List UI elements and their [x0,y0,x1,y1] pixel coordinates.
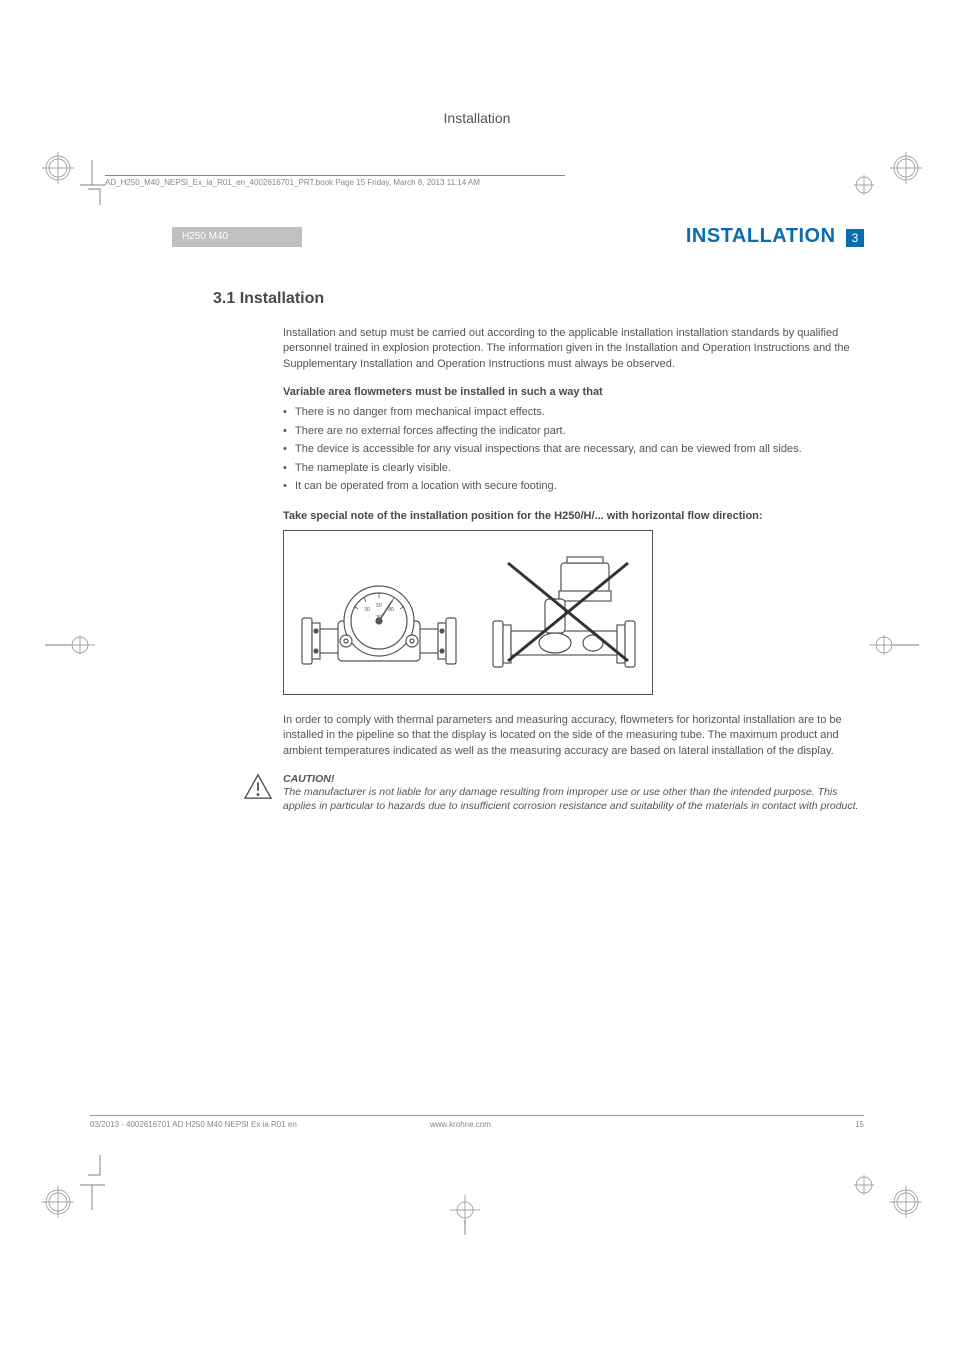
section-heading: 3.1 Installation [213,290,865,308]
crop-mark-mr [869,625,919,665]
list-item: The device is accessible for any visual … [283,441,865,458]
chapter-title-text: INSTALLATION [686,225,836,247]
para-2: In order to comply with thermal paramete… [283,713,865,759]
bullet-list: There is no danger from mechanical impac… [283,404,865,495]
svg-text:80: 80 [388,607,394,613]
crop-mark-br [854,1150,924,1220]
prt-book-line: AD_H250_M40_NEPSI_Ex_ia_R01_en_400261670… [105,175,565,187]
caution-label: CAUTION! [283,773,865,785]
subhead-1: Variable area flowmeters must be install… [283,386,865,398]
page-title: Installation [0,110,954,126]
list-item: The nameplate is clearly visible. [283,460,865,477]
chapter-number: 3 [846,229,864,247]
crop-mark-bm [440,1195,490,1235]
caution-body: The manufacturer is not liable for any d… [283,785,865,813]
subhead-2: Take special note of the installation po… [283,509,865,524]
list-item: There are no external forces affecting t… [283,423,865,440]
list-item: It can be operated from a location with … [283,478,865,495]
flowmeter-correct-icon: 50 30 80 30 [294,543,464,683]
intro-paragraph: Installation and setup must be carried o… [283,326,865,372]
footer-doc-id: 03/2013 - 4002616701 AD H250 M40 NEPSI E… [90,1120,430,1129]
chapter-title: INSTALLATION 3 [686,225,864,248]
installation-figure: 50 30 80 30 [283,530,653,695]
list-item: There is no danger from mechanical impac… [283,404,865,421]
svg-text:50: 50 [376,603,382,609]
crop-mark-ml [45,625,95,665]
flowmeter-wrong-icon [483,543,643,683]
model-badge: H250 M40 [172,227,302,247]
caution-block: CAUTION! The manufacturer is not liable … [243,773,865,813]
footer-page-number: 15 [824,1120,864,1129]
svg-text:30: 30 [364,607,370,613]
chapter-header: H250 M40 INSTALLATION 3 [172,225,864,248]
crop-mark-tl [40,150,110,220]
caution-icon [243,773,273,806]
crop-mark-tr [854,150,924,220]
footer-url: www.krohne.com [430,1120,824,1129]
page-footer: 03/2013 - 4002616701 AD H250 M40 NEPSI E… [90,1115,864,1129]
crop-mark-bl [40,1150,110,1220]
